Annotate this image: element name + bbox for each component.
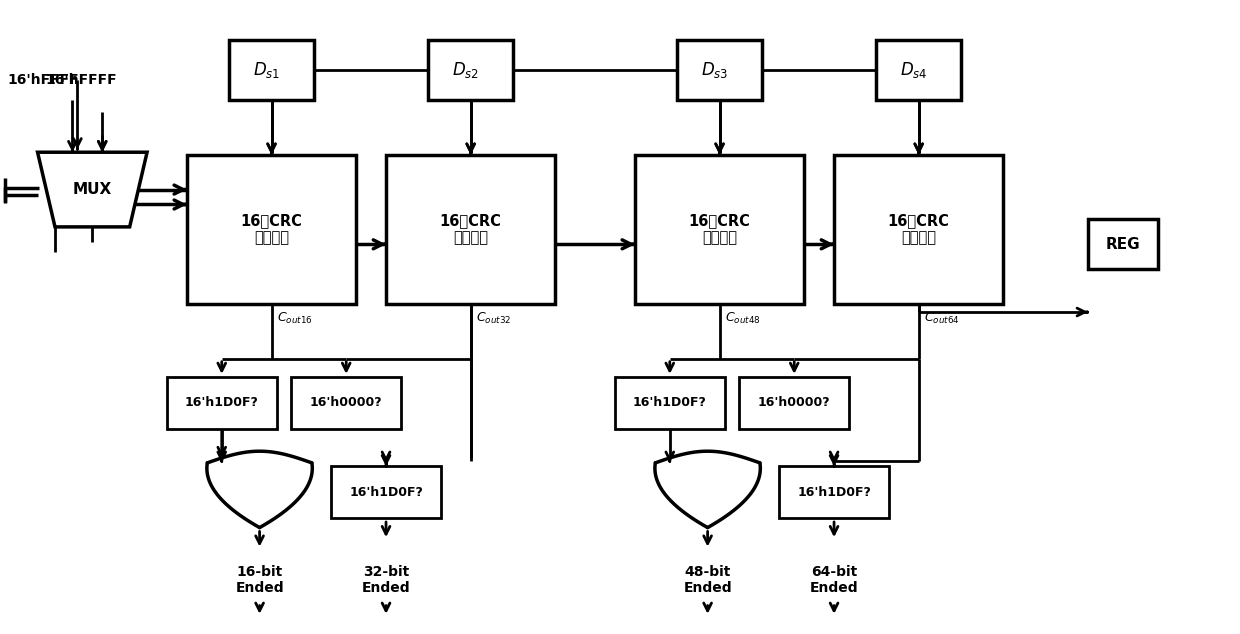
Bar	[677, 40, 761, 100]
Text: 16位CRC
校验逻辑: 16位CRC 校验逻辑	[888, 213, 950, 245]
Text: $C_{out16}$: $C_{out16}$	[277, 311, 312, 326]
Bar	[1087, 219, 1158, 269]
Bar	[635, 155, 805, 304]
Polygon shape	[207, 451, 312, 527]
Text: 16'h1D0F?: 16'h1D0F?	[797, 486, 870, 499]
Text: 16'hFFFF: 16'hFFFF	[7, 73, 79, 87]
Bar	[835, 155, 1003, 304]
Text: $D_{s3}$: $D_{s3}$	[701, 60, 728, 80]
Text: 16'h0000?: 16'h0000?	[758, 396, 831, 409]
Bar	[779, 467, 889, 518]
Text: $D_{s4}$: $D_{s4}$	[900, 60, 928, 80]
Text: 16'h1D0F?: 16'h1D0F?	[632, 396, 707, 409]
Text: MUX: MUX	[73, 182, 112, 197]
Text: 16'h1D0F?: 16'h1D0F?	[350, 486, 423, 499]
Text: 16位CRC
校验逻辑: 16位CRC 校验逻辑	[241, 213, 303, 245]
Polygon shape	[37, 152, 148, 227]
Text: REG: REG	[1106, 237, 1140, 252]
Bar	[167, 377, 277, 429]
Text: 16'h1D0F?: 16'h1D0F?	[185, 396, 259, 409]
Bar	[615, 377, 724, 429]
Bar	[877, 40, 961, 100]
Text: 16位CRC
校验逻辑: 16位CRC 校验逻辑	[688, 213, 750, 245]
Text: $C_{out48}$: $C_{out48}$	[724, 311, 760, 326]
Polygon shape	[655, 451, 760, 527]
Bar	[291, 377, 401, 429]
Text: $C_{out64}$: $C_{out64}$	[924, 311, 960, 326]
Text: 16'hFFFF: 16'hFFFF	[46, 73, 117, 87]
Text: 48-bit
Ended: 48-bit Ended	[683, 565, 732, 595]
Bar	[428, 40, 513, 100]
Bar	[229, 40, 314, 100]
Text: $C_{out32}$: $C_{out32}$	[476, 311, 511, 326]
Bar	[739, 377, 849, 429]
Text: $D_{s1}$: $D_{s1}$	[253, 60, 280, 80]
Bar	[331, 467, 440, 518]
Text: 64-bit
Ended: 64-bit Ended	[810, 565, 858, 595]
Bar	[386, 155, 556, 304]
Text: 16-bit
Ended: 16-bit Ended	[236, 565, 284, 595]
Text: 32-bit
Ended: 32-bit Ended	[362, 565, 410, 595]
Text: $D_{s2}$: $D_{s2}$	[453, 60, 479, 80]
Bar	[187, 155, 356, 304]
Text: 16位CRC
校验逻辑: 16位CRC 校验逻辑	[440, 213, 502, 245]
Text: 16'h0000?: 16'h0000?	[310, 396, 382, 409]
